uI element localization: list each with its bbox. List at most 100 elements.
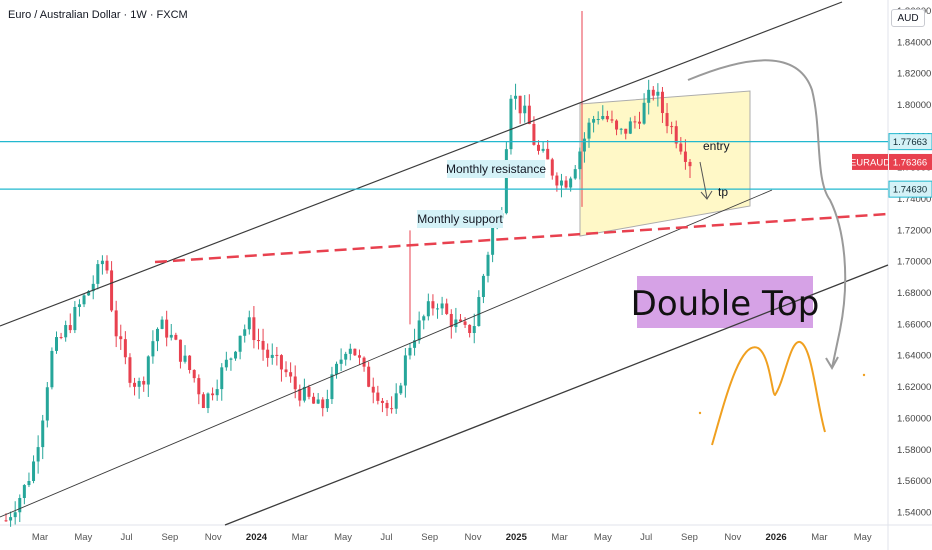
candle-body	[683, 151, 687, 162]
resistance-label: Monthly resistance	[446, 162, 546, 176]
candle-body	[670, 126, 674, 128]
candle-body	[674, 126, 678, 144]
candle-body	[45, 387, 49, 421]
candle-body	[243, 329, 247, 336]
candle-body	[325, 399, 329, 409]
candle-body	[252, 317, 256, 341]
time-tick-label: Mar	[811, 532, 827, 543]
candle-body	[197, 378, 201, 395]
currency-button[interactable]: AUD	[891, 9, 925, 27]
candle-body	[582, 138, 586, 152]
candle-body	[128, 357, 132, 383]
candle-body	[619, 128, 623, 130]
candle-body	[330, 374, 334, 400]
candle-body	[22, 485, 26, 498]
candle-body	[514, 95, 518, 99]
entry-arrow-shaft	[699, 161, 708, 199]
candle-body	[54, 337, 58, 351]
candle-body	[234, 351, 238, 359]
level-price-label: 1.74630	[893, 185, 927, 196]
candle-body	[357, 355, 361, 358]
candle-body	[385, 402, 389, 409]
candle-body	[422, 316, 426, 321]
candle-body	[211, 393, 215, 396]
time-tick-label: May	[334, 532, 352, 543]
candle-body	[36, 447, 40, 462]
price-tick-label: 1.74000	[897, 194, 931, 205]
candle-body	[477, 297, 481, 327]
candle-body	[261, 340, 265, 350]
candle-body	[431, 301, 435, 309]
candle-body	[183, 355, 187, 362]
time-tick-label: Jul	[380, 532, 392, 543]
candle-body	[394, 393, 398, 409]
candle-body	[293, 376, 297, 390]
candle-body	[592, 119, 596, 123]
time-tick-label: Mar	[32, 532, 48, 543]
candle-body	[142, 380, 146, 385]
candle-body	[555, 175, 559, 186]
candle-body	[247, 317, 251, 330]
candle-body	[298, 389, 302, 401]
sketch-dot	[698, 411, 702, 415]
pattern-label: Double Top	[631, 284, 820, 324]
candle-body	[445, 303, 449, 314]
range-box	[579, 90, 751, 237]
price-tick-label: 1.70000	[897, 257, 931, 268]
price-tick-label: 1.56000	[897, 476, 931, 487]
pattern-box	[637, 276, 813, 328]
time-tick-label: 2024	[246, 532, 268, 543]
candle-body	[206, 393, 210, 409]
candle-body	[564, 180, 568, 188]
candle-body	[9, 517, 13, 521]
candle-body	[302, 386, 306, 401]
price-tick-label: 1.82000	[897, 69, 931, 80]
candle-body	[656, 91, 660, 96]
candle-body	[491, 228, 495, 255]
candle-body	[41, 420, 45, 448]
time-tick-label: Nov	[205, 532, 222, 543]
double-top-sketch	[711, 341, 826, 446]
channel-mid-line	[0, 189, 773, 518]
candle-body	[380, 400, 384, 403]
candle-body	[155, 328, 159, 342]
candle-body	[665, 113, 669, 127]
candle-body	[4, 520, 8, 522]
sketch-dot	[862, 373, 866, 377]
level-price-tag	[888, 180, 932, 198]
candle-body	[481, 275, 485, 298]
candle-body	[550, 159, 554, 176]
candle-body	[426, 301, 430, 317]
candle-body	[201, 394, 205, 409]
candle-body	[133, 382, 137, 387]
candle-body	[638, 121, 642, 124]
candle-body	[417, 320, 421, 341]
candle-body	[270, 354, 274, 358]
candle-body	[371, 386, 375, 393]
candle-body	[468, 324, 472, 334]
candle-body	[628, 121, 632, 134]
candle-body	[601, 115, 605, 120]
candle-body	[18, 497, 22, 513]
candle-body	[509, 98, 513, 150]
candle-body	[165, 319, 169, 338]
time-tick-label: 2026	[766, 532, 787, 543]
candle-body	[174, 334, 178, 340]
candle-body	[605, 115, 609, 120]
candle-body	[403, 355, 407, 386]
level-price-label: 1.77663	[893, 137, 927, 148]
candle-body	[504, 149, 508, 214]
candle-body	[220, 367, 224, 390]
candle-body	[615, 120, 619, 130]
candle-body	[688, 161, 692, 167]
candle-body	[77, 304, 81, 307]
time-tick-label: Mar	[551, 532, 567, 543]
candle-body	[215, 389, 219, 396]
price-tick-label: 1.84000	[897, 37, 931, 48]
time-tick-label: May	[854, 532, 872, 543]
candle-body	[647, 89, 651, 103]
candle-body	[64, 325, 68, 338]
candle-body	[224, 359, 228, 368]
candle-body	[518, 95, 522, 114]
